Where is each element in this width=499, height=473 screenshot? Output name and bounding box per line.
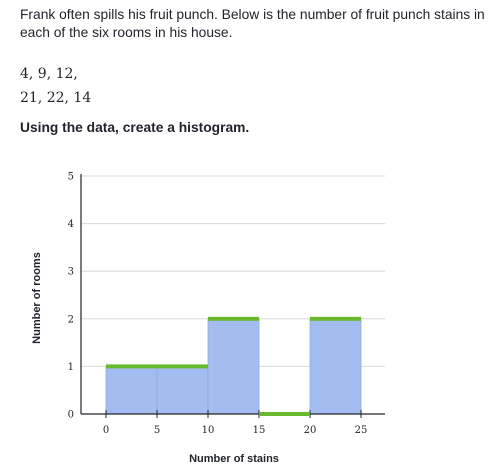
x-tick-label: 25 (355, 425, 368, 436)
y-tick-label: 5 (68, 172, 74, 183)
histogram-bar (157, 366, 208, 414)
bar-height-handle[interactable] (106, 364, 157, 368)
bar-height-handle[interactable] (259, 412, 310, 416)
bar-height-handle[interactable] (208, 317, 259, 321)
bar-height-handle[interactable] (157, 364, 208, 368)
histogram-bar (208, 319, 259, 414)
x-tick-label: 0 (103, 425, 109, 436)
y-tick-label: 4 (68, 219, 74, 230)
y-tick-label: 1 (68, 362, 74, 373)
histogram-bar (310, 319, 361, 414)
x-tick-label: 15 (253, 425, 266, 436)
y-tick-label: 3 (68, 267, 74, 278)
x-tick-label: 10 (202, 425, 215, 436)
x-tick-label: 20 (304, 425, 317, 436)
bar-height-handle[interactable] (310, 317, 361, 321)
y-tick-label: 0 (68, 410, 74, 421)
x-tick-label: 5 (154, 425, 160, 436)
histogram-bar (106, 366, 157, 414)
y-tick-label: 2 (68, 314, 74, 325)
